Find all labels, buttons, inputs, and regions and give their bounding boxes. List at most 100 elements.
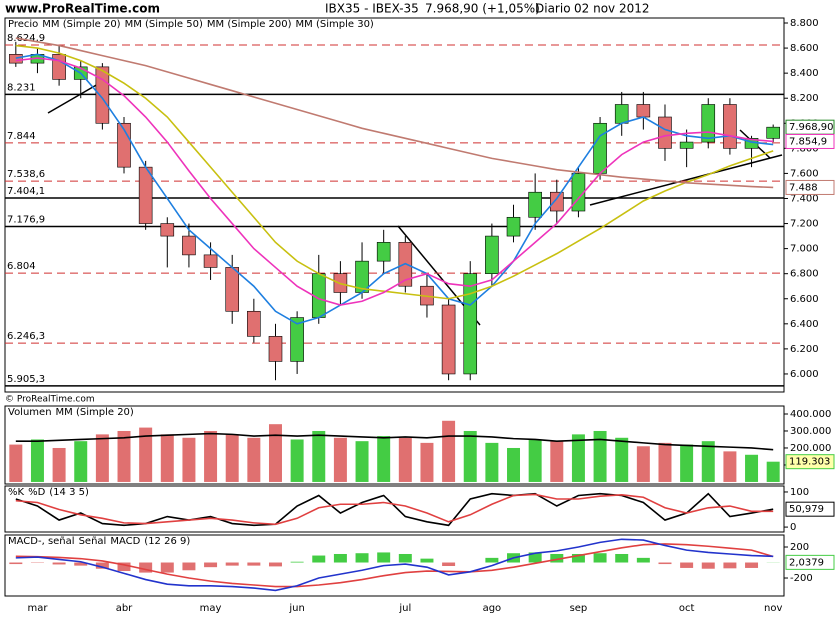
- candle-body: [679, 141, 694, 149]
- level-label: 7.404,1: [7, 186, 45, 197]
- candle-body: [225, 267, 239, 312]
- series-line: [15, 543, 774, 588]
- candle-body: [247, 310, 261, 337]
- x-tick-label: jun: [288, 603, 304, 614]
- bar: [680, 444, 694, 482]
- level-label: 7.844: [7, 131, 36, 142]
- bar: [52, 447, 66, 482]
- x-tick-label: sep: [570, 603, 588, 614]
- bar: [312, 430, 326, 482]
- y-tick-label: 7.200: [790, 219, 819, 230]
- last-value-label: 7.488: [789, 182, 818, 193]
- candle-body: [528, 191, 542, 218]
- level-label: 7.176,9: [7, 214, 45, 225]
- bar: [290, 561, 304, 563]
- candle-body: [95, 66, 110, 124]
- y-tick-label: 7.400: [790, 193, 819, 204]
- bar: [528, 439, 542, 482]
- x-tick-label: may: [200, 603, 222, 614]
- x-tick-label: jul: [398, 603, 411, 614]
- bar: [74, 562, 88, 566]
- legend-label: MM (Simple 20): [56, 407, 134, 418]
- bar: [766, 461, 780, 482]
- bar: [333, 437, 347, 482]
- bar: [701, 562, 715, 569]
- panel-frame: [4, 17, 785, 393]
- bar: [615, 553, 629, 563]
- candle-body: [463, 273, 478, 375]
- bar: [571, 434, 585, 482]
- last-value-box: [785, 133, 835, 149]
- candle-body: [52, 54, 66, 80]
- candle-body: [182, 235, 196, 256]
- bar: [74, 441, 88, 482]
- bar: [355, 441, 369, 482]
- last-value-box: [785, 454, 835, 470]
- bar: [182, 562, 196, 571]
- level-label: 7.538,6: [7, 169, 45, 180]
- bar: [247, 562, 261, 566]
- bar: [225, 562, 239, 566]
- level-label: 6.246,3: [7, 331, 45, 342]
- series-line: [15, 53, 774, 325]
- legend-label: (12 26 9): [144, 536, 190, 547]
- bar: [745, 454, 759, 482]
- bar: [139, 562, 153, 573]
- symbol: IBX35 - IBEX-35: [325, 2, 419, 16]
- candle-body: [658, 116, 672, 149]
- candle-body: [160, 223, 175, 237]
- y-tick-label: -200: [790, 573, 813, 584]
- bar: [615, 437, 629, 482]
- legend-label: Precio: [8, 19, 38, 30]
- bar: [398, 553, 412, 563]
- legend-label: MM (Simple 50): [125, 19, 203, 30]
- candle-body: [701, 104, 716, 143]
- bar: [182, 437, 196, 482]
- y-tick-label: 0: [790, 522, 796, 533]
- last-value-label: 2,0379: [789, 557, 824, 568]
- bar: [9, 444, 23, 482]
- bar: [30, 439, 44, 482]
- level-label: 8.231: [7, 82, 36, 93]
- x-tick-label: nov: [764, 603, 782, 614]
- bar: [420, 442, 434, 482]
- bar: [680, 562, 694, 568]
- candle-body: [636, 104, 651, 118]
- bar: [658, 442, 672, 482]
- bar: [442, 420, 456, 482]
- legend-label: %K: [8, 487, 25, 498]
- y-tick-label: 6.200: [790, 344, 819, 355]
- y-tick-label: 7.600: [790, 168, 819, 179]
- panel-frame: [4, 485, 785, 533]
- candle-body: [614, 104, 629, 124]
- y-tick-label: 8.200: [790, 93, 819, 104]
- bar: [355, 553, 369, 563]
- last-value-label: 7.968,90: [789, 122, 834, 133]
- bar: [507, 447, 521, 482]
- y-tick-label: 300.000: [790, 426, 831, 437]
- x-tick-label: ago: [483, 603, 502, 614]
- bar: [593, 553, 607, 563]
- bar: [485, 557, 499, 563]
- legend-label: MM (Simple 30): [296, 19, 374, 30]
- bar: [550, 441, 564, 482]
- bar: [723, 562, 737, 569]
- trendline: [589, 154, 783, 206]
- bar: [247, 437, 261, 482]
- bar: [204, 562, 218, 568]
- date: 02 nov 2012: [574, 2, 650, 16]
- last-value-label: 119.303: [789, 457, 830, 468]
- candle-body: [549, 191, 564, 212]
- y-tick-label: 6.400: [790, 319, 819, 330]
- bar: [204, 430, 218, 482]
- legend-label: MM (Simple 20): [42, 19, 120, 30]
- candle-body: [723, 104, 737, 149]
- candle-body: [506, 216, 521, 237]
- level-label: 6.804: [7, 261, 36, 272]
- bar: [636, 557, 650, 563]
- series-line: [15, 538, 774, 592]
- bar: [636, 446, 650, 482]
- x-tick-label: oct: [679, 603, 695, 614]
- last-price: 7.968,90 (+1,05%): [425, 2, 540, 16]
